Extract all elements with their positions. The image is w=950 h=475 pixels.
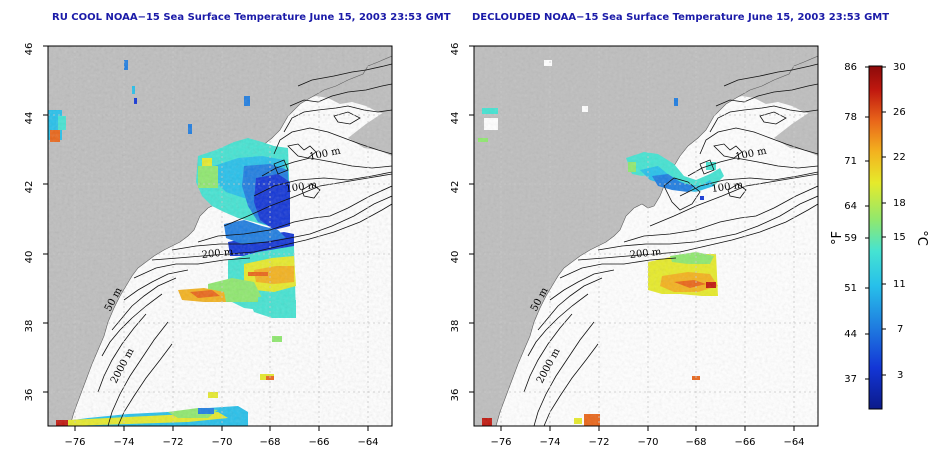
y-tick-label: 44	[24, 112, 35, 125]
x-tick-label: −64	[783, 437, 804, 448]
colorbar: 86 78 71 64 59 51 44 37 30 26 22 18 15 1…	[830, 62, 929, 410]
y-tick-label: 44	[450, 112, 461, 125]
celsius-tick: 11	[893, 279, 906, 290]
x-tick-label: −76	[490, 437, 511, 448]
fahrenheit-tick: 37	[844, 374, 857, 385]
fahrenheit-tick: 51	[844, 283, 857, 294]
celsius-tick: 18	[893, 198, 906, 209]
fahrenheit-unit: °F	[830, 231, 845, 245]
fahrenheit-tick: 71	[844, 156, 857, 167]
x-tick-label: −64	[357, 437, 378, 448]
colorbar-gradient	[868, 65, 883, 410]
panel-2-title: DECLOUDED NOAA−15 Sea Surface Temperatur…	[472, 12, 890, 23]
fahrenheit-tick: 86	[844, 62, 857, 73]
y-tick-label: 38	[450, 320, 461, 333]
fahrenheit-tick: 64	[844, 201, 857, 212]
x-tick-label: −74	[539, 437, 560, 448]
map-frame	[473, 45, 819, 427]
y-tick-label: 46	[450, 43, 461, 56]
x-tick-label: −76	[64, 437, 85, 448]
x-tick-label: −66	[734, 437, 755, 448]
isobath-label: 100 m	[711, 180, 744, 195]
y-tick-label: 38	[24, 320, 35, 333]
x-tick-label: −68	[685, 437, 706, 448]
celsius-tick: 15	[893, 232, 906, 243]
x-tick-label: −66	[308, 437, 329, 448]
y-tick-label: 36	[24, 389, 35, 402]
isobath-label: 200 m	[201, 247, 234, 261]
map-panel-2: 100 m 100 m 200 m 50 m 2000 m 46 44 42 4…	[450, 43, 819, 448]
y-tick-label: 40	[24, 251, 35, 264]
x-tick-label: −74	[113, 437, 134, 448]
celsius-tick: 22	[893, 152, 906, 163]
y-tick-label: 42	[450, 181, 461, 194]
x-tick-label: −72	[162, 437, 183, 448]
celsius-tick: 30	[893, 62, 906, 73]
celsius-tick: 3	[897, 370, 903, 381]
y-tick-label: 36	[450, 389, 461, 402]
x-tick-label: −68	[259, 437, 280, 448]
celsius-tick: 7	[897, 324, 903, 335]
panel-1-title: RU COOL NOAA−15 Sea Surface Temperature …	[52, 12, 451, 23]
fahrenheit-tick: 44	[844, 329, 857, 340]
map-frame	[47, 45, 393, 427]
x-tick-label: −70	[211, 437, 232, 448]
x-tick-label: −72	[588, 437, 609, 448]
y-tick-label: 42	[24, 181, 35, 194]
fahrenheit-tick: 78	[844, 112, 857, 123]
isobath-label: 100 m	[285, 180, 318, 195]
x-tick-label: −70	[637, 437, 658, 448]
gridlines	[48, 46, 392, 426]
y-tick-label: 46	[24, 43, 35, 56]
map-panel-1: 100 m 100 m 200 m 50 m 2000 m 46 44 42 4…	[24, 43, 393, 448]
y-tick-label: 40	[450, 251, 461, 264]
celsius-tick: 26	[893, 107, 906, 118]
gridlines	[474, 46, 818, 426]
celsius-unit: °C	[914, 230, 929, 246]
fahrenheit-tick: 59	[844, 233, 857, 244]
